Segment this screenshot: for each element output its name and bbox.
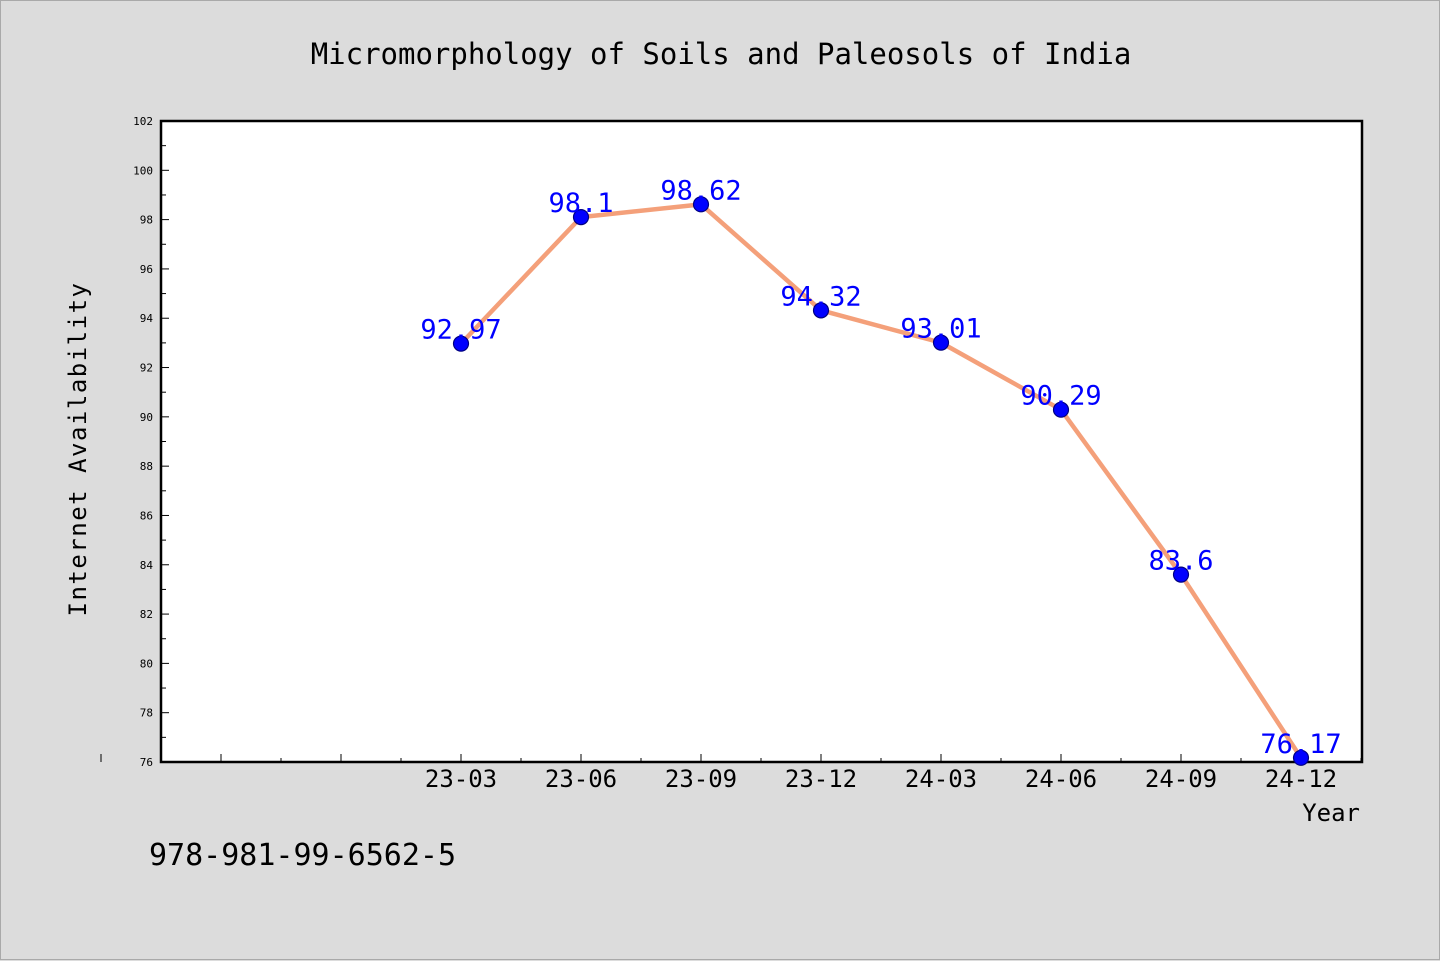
data-label: 94.32 [780,281,861,312]
x-tick-label: 23-09 [665,765,737,793]
data-point [572,209,590,226]
data-point [812,302,830,319]
x-tick-label: 24-12 [1265,765,1337,793]
x-tick-label: 23-12 [785,765,857,793]
data-label: 98.1 [548,188,613,219]
data-label: 90.29 [1020,381,1101,412]
data-label: 76.17 [1260,729,1341,760]
x-tick-label: 23-03 [425,765,497,793]
y-tick-label: 90 [140,411,153,424]
data-point [1172,566,1190,583]
y-axis-label: Internet Availability [64,282,92,617]
y-tick-label: 80 [140,657,153,670]
x-axis-ticks: 23-03 23-06 23-09 23-12 24-03 24-06 24-09 24-12 [100,754,1362,793]
data-point [932,334,950,351]
data-label: 92.97 [420,315,501,346]
y-tick-label: 82 [140,608,153,621]
data-label: 93.01 [900,314,981,345]
y-tick-label: 76 [140,756,153,769]
y-tick-label: 98 [140,214,153,227]
data-label: 83.6 [1148,546,1213,577]
series-1: 92.97 98.1 98.62 94.32 93.01 90.29 83.6 76.17 [420,175,1342,766]
y-tick-label: 78 [140,707,153,720]
y-tick-label: 88 [140,460,153,473]
data-point [1052,401,1070,418]
plot-area [159,119,1364,764]
data-point [1292,749,1310,766]
y-tick-label: 100 [133,164,153,177]
isbn-annotation: 978-981-99-6562-5 [149,838,456,873]
y-tick-label: 94 [140,312,154,325]
x-tick-label: 24-03 [905,765,977,793]
chart-title: Micromorphology of Soils and Paleosols o… [311,37,1132,71]
x-axis-label: Year [1302,799,1360,827]
data-point [692,196,710,213]
x-tick-label: 23-06 [545,765,617,793]
x-tick-label: 24-06 [1025,765,1097,793]
y-tick-label: 86 [140,509,153,522]
x-tick-label: 24-09 [1145,765,1217,793]
series-line [458,202,1304,761]
y-tick-label: 84 [140,559,154,572]
y-tick-label: 96 [140,263,153,276]
y-tick-label: 92 [140,362,153,375]
data-point [452,335,470,352]
y-axis-ticks: 76 78 80 82 84 86 88 90 92 94 96 98 100 102 [133,115,169,769]
y-tick-label: 102 [133,115,153,128]
data-label: 98.62 [660,175,741,206]
